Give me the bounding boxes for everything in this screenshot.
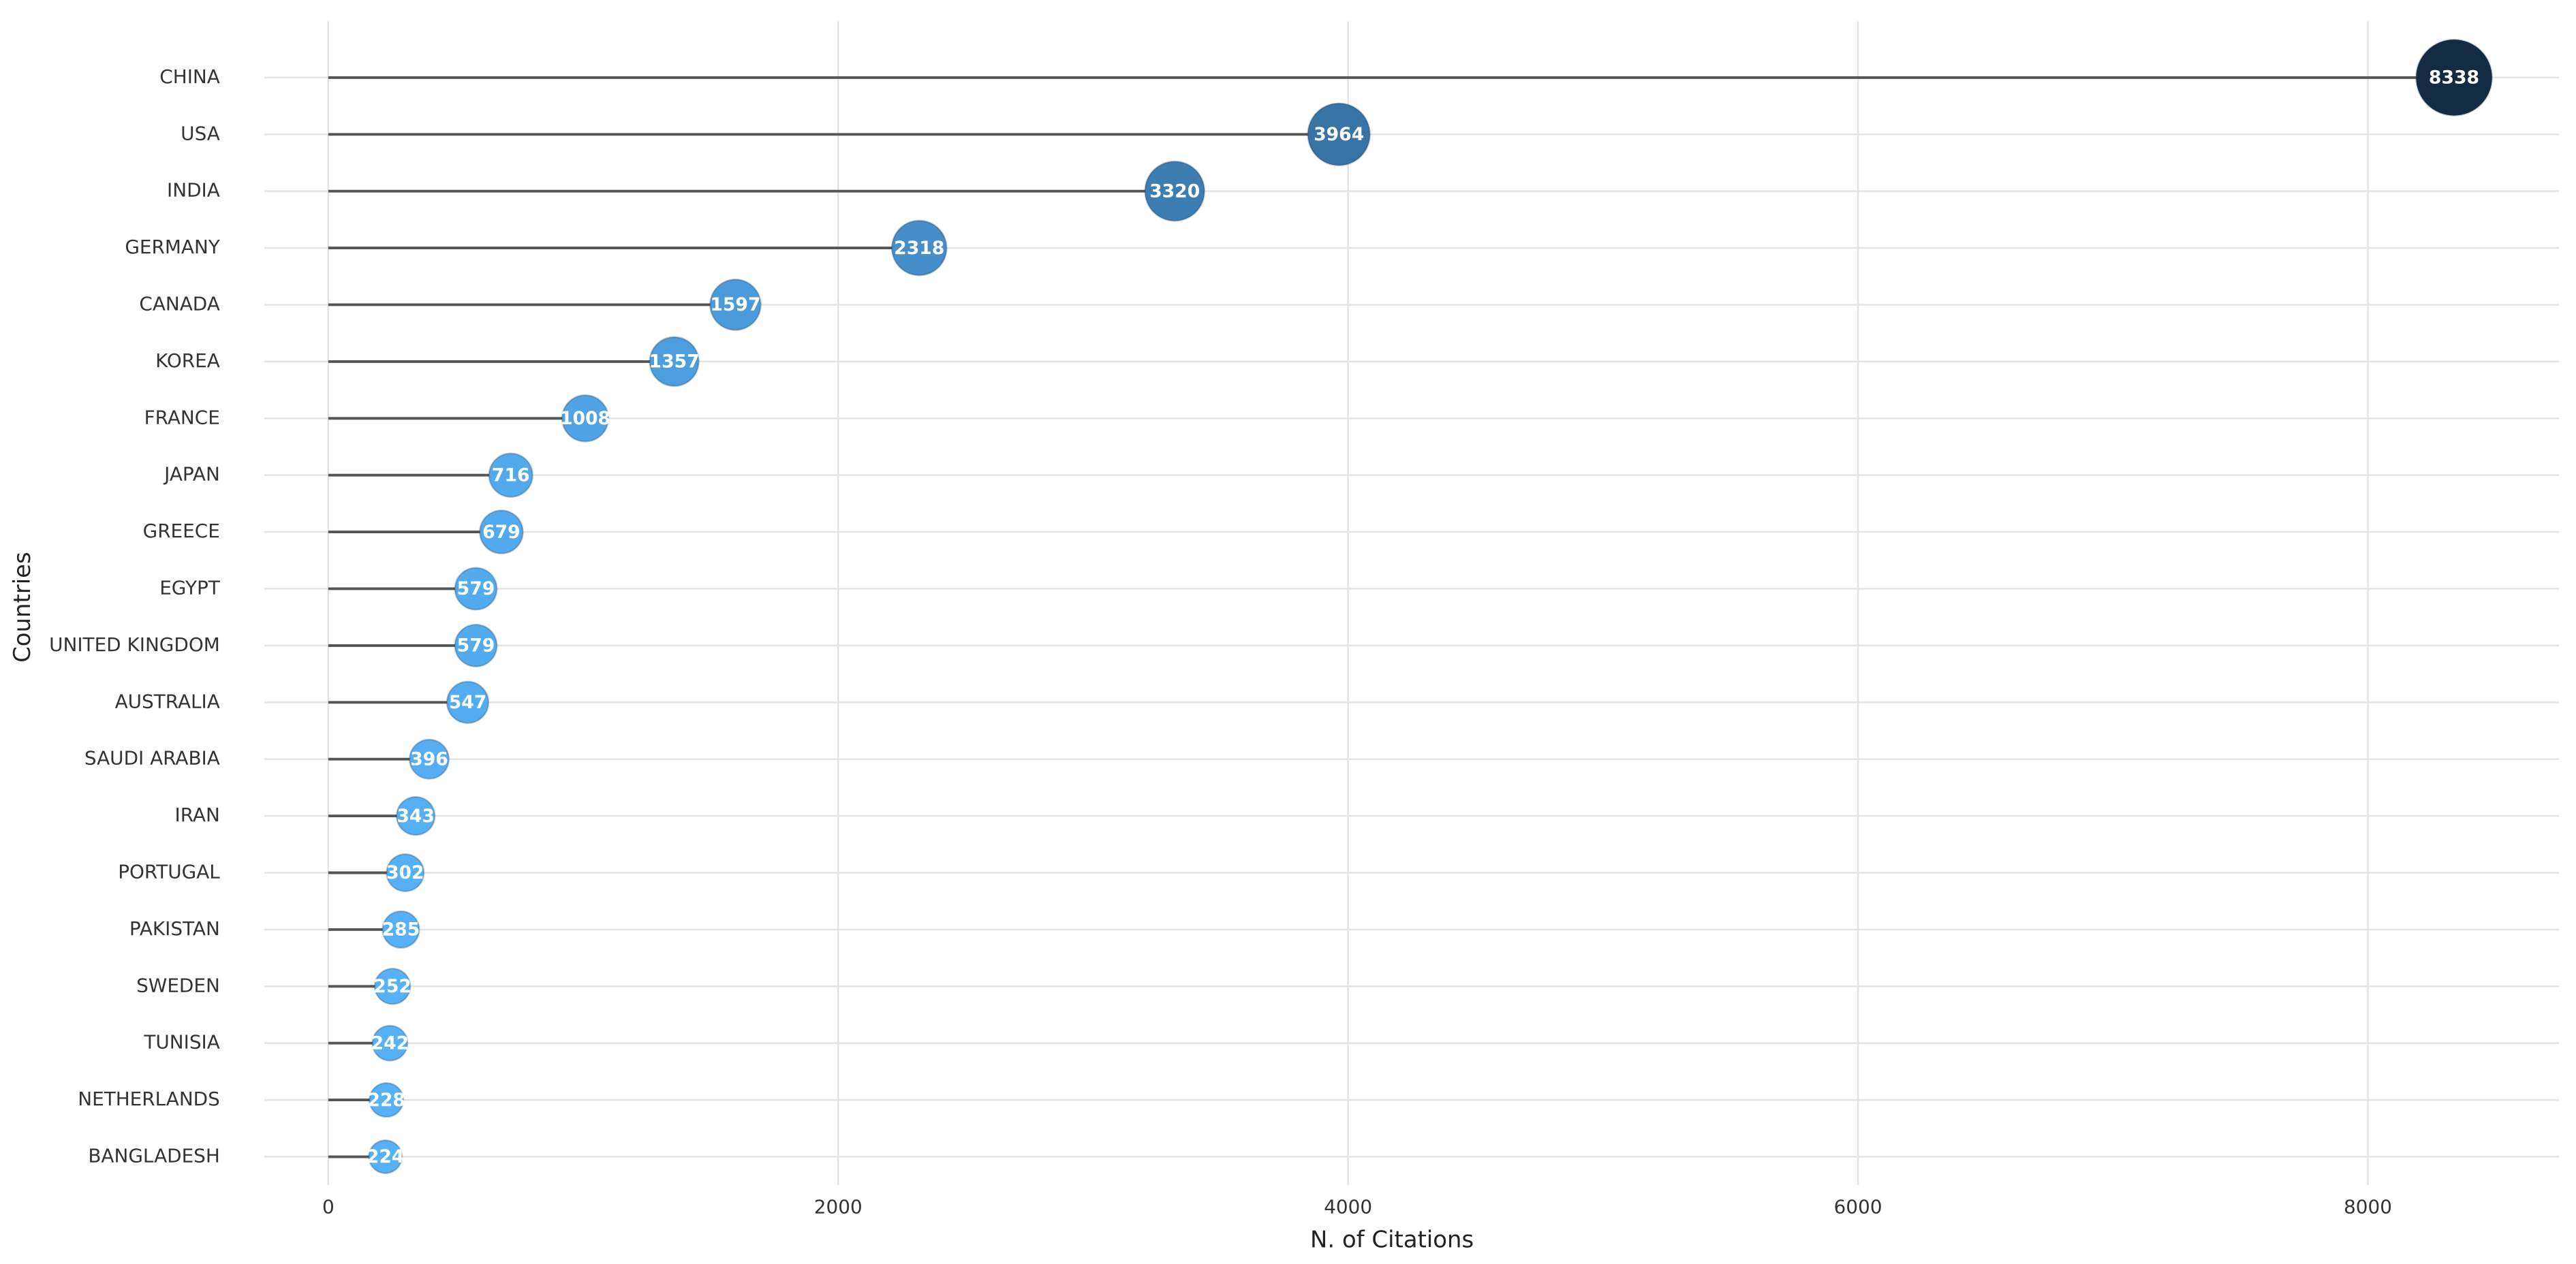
y-tick-label: GREECE <box>143 520 220 542</box>
dot <box>368 1081 405 1118</box>
dot <box>446 680 490 725</box>
dot <box>1144 160 1206 222</box>
value-label: 3320 <box>1149 180 1200 202</box>
value-label: 8338 <box>2429 67 2479 89</box>
y-tick-label: USA <box>181 122 220 144</box>
y-tick-label: PAKISTAN <box>129 917 220 940</box>
y-tick-label: BANGLADESH <box>88 1145 220 1167</box>
dot <box>479 509 524 554</box>
y-tick-label: KOREA <box>155 349 220 372</box>
y-axis-title: Countries <box>9 552 35 663</box>
value-label: 716 <box>492 464 530 486</box>
value-label: 224 <box>367 1146 405 1167</box>
dot <box>709 279 762 331</box>
dot <box>454 623 498 667</box>
dot <box>1307 102 1371 167</box>
y-tick-label: NETHERLANDS <box>78 1088 220 1110</box>
dot <box>561 394 610 443</box>
value-label: 579 <box>457 635 495 657</box>
y-tick-label: PORTUGAL <box>118 860 220 883</box>
x-tick-label: 4000 <box>1324 1196 1372 1218</box>
dot <box>371 1024 409 1062</box>
dot <box>395 795 436 836</box>
value-label: 2318 <box>894 238 944 259</box>
value-label: 679 <box>482 522 521 543</box>
x-axis-title: N. of Citations <box>1310 1227 1474 1253</box>
y-tick-label: JAPAN <box>163 463 220 486</box>
dot <box>2415 38 2493 116</box>
dot <box>373 968 412 1005</box>
dot <box>649 336 700 388</box>
value-label: 1357 <box>649 351 700 373</box>
y-tick-label: INDIA <box>167 179 220 202</box>
dot <box>382 910 420 949</box>
value-label: 1597 <box>710 294 760 315</box>
value-label: 343 <box>397 806 435 827</box>
y-tick-label: FRANCE <box>144 406 220 428</box>
value-label: 396 <box>410 748 448 770</box>
dot <box>368 1139 403 1174</box>
grid <box>264 21 2560 1185</box>
x-tick-label: 2000 <box>814 1196 863 1218</box>
y-tick-label: EGYPT <box>159 576 221 599</box>
dot <box>454 567 498 611</box>
y-tick-label: SWEDEN <box>136 974 220 996</box>
value-label: 242 <box>371 1032 409 1054</box>
dot <box>488 452 533 498</box>
dot <box>408 738 450 780</box>
y-tick-label: UNITED KINGDOM <box>49 633 220 656</box>
x-tick-label: 0 <box>322 1196 335 1218</box>
value-label: 579 <box>457 578 495 599</box>
value-label: 547 <box>449 692 487 713</box>
y-tick-label: AUSTRALIA <box>115 690 220 712</box>
value-label: 252 <box>373 976 412 997</box>
y-tick-label: IRAN <box>174 804 219 826</box>
y-tick-label: GERMANY <box>125 236 220 258</box>
value-label: 228 <box>367 1090 405 1111</box>
y-tick-label: CANADA <box>139 292 219 315</box>
x-tick-label: 6000 <box>1834 1196 1882 1218</box>
dot <box>386 853 425 893</box>
dot <box>890 219 948 276</box>
value-label: 285 <box>382 919 420 941</box>
value-label: 3964 <box>1314 124 1364 145</box>
y-tick-label: CHINA <box>159 65 220 88</box>
value-label: 302 <box>386 862 424 883</box>
x-tick-label: 8000 <box>2344 1196 2392 1218</box>
value-label: 1008 <box>560 408 610 429</box>
y-tick-label: SAUDI ARABIA <box>84 747 220 770</box>
y-tick-label: TUNISIA <box>143 1031 219 1054</box>
